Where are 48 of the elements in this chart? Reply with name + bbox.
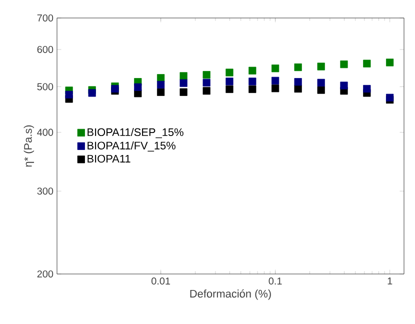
point [317,78,325,86]
point [180,88,188,96]
y-tick-label: 200 [37,270,54,278]
legend-label: BIOPA11/FV_15% [88,141,176,152]
point [202,71,210,79]
point [386,58,394,66]
y-tick-label: 400 [37,128,54,136]
y-axis-title: η* (Pa.s) [24,125,34,167]
x-axis-title: Deformación (%) [190,289,271,300]
x-tick-label: 0.01 [152,278,170,285]
point [157,74,165,82]
point [65,90,73,98]
point [317,86,325,94]
point [294,84,302,93]
point [363,84,371,93]
point [340,82,348,90]
y-tick-label: 600 [37,46,54,53]
point [272,84,280,92]
point [157,80,165,88]
point [386,94,394,102]
point [248,66,256,74]
y-tick-label: 300 [37,188,54,195]
point [363,60,371,68]
point [248,85,256,93]
point [111,84,119,93]
legend-label: BIOPA11 [88,154,130,163]
y-tick-label: 500 [37,83,54,90]
point [294,78,302,86]
x-tick-label: 0.1 [268,278,282,285]
point [226,68,234,76]
point [88,89,96,97]
point [248,78,256,86]
point [317,62,325,70]
y-tick-label: 700 [37,14,54,22]
point [226,78,234,86]
point [157,88,165,96]
point [294,63,302,72]
point [134,83,142,91]
point [202,78,210,86]
point [226,85,234,93]
legend-label: BIOPA11/SEP_15% [88,128,184,138]
point [272,64,280,72]
point [340,60,348,68]
point [202,87,210,95]
point [180,79,188,87]
x-tick-label: 1 [388,278,392,284]
point [180,72,188,80]
point [272,76,280,84]
